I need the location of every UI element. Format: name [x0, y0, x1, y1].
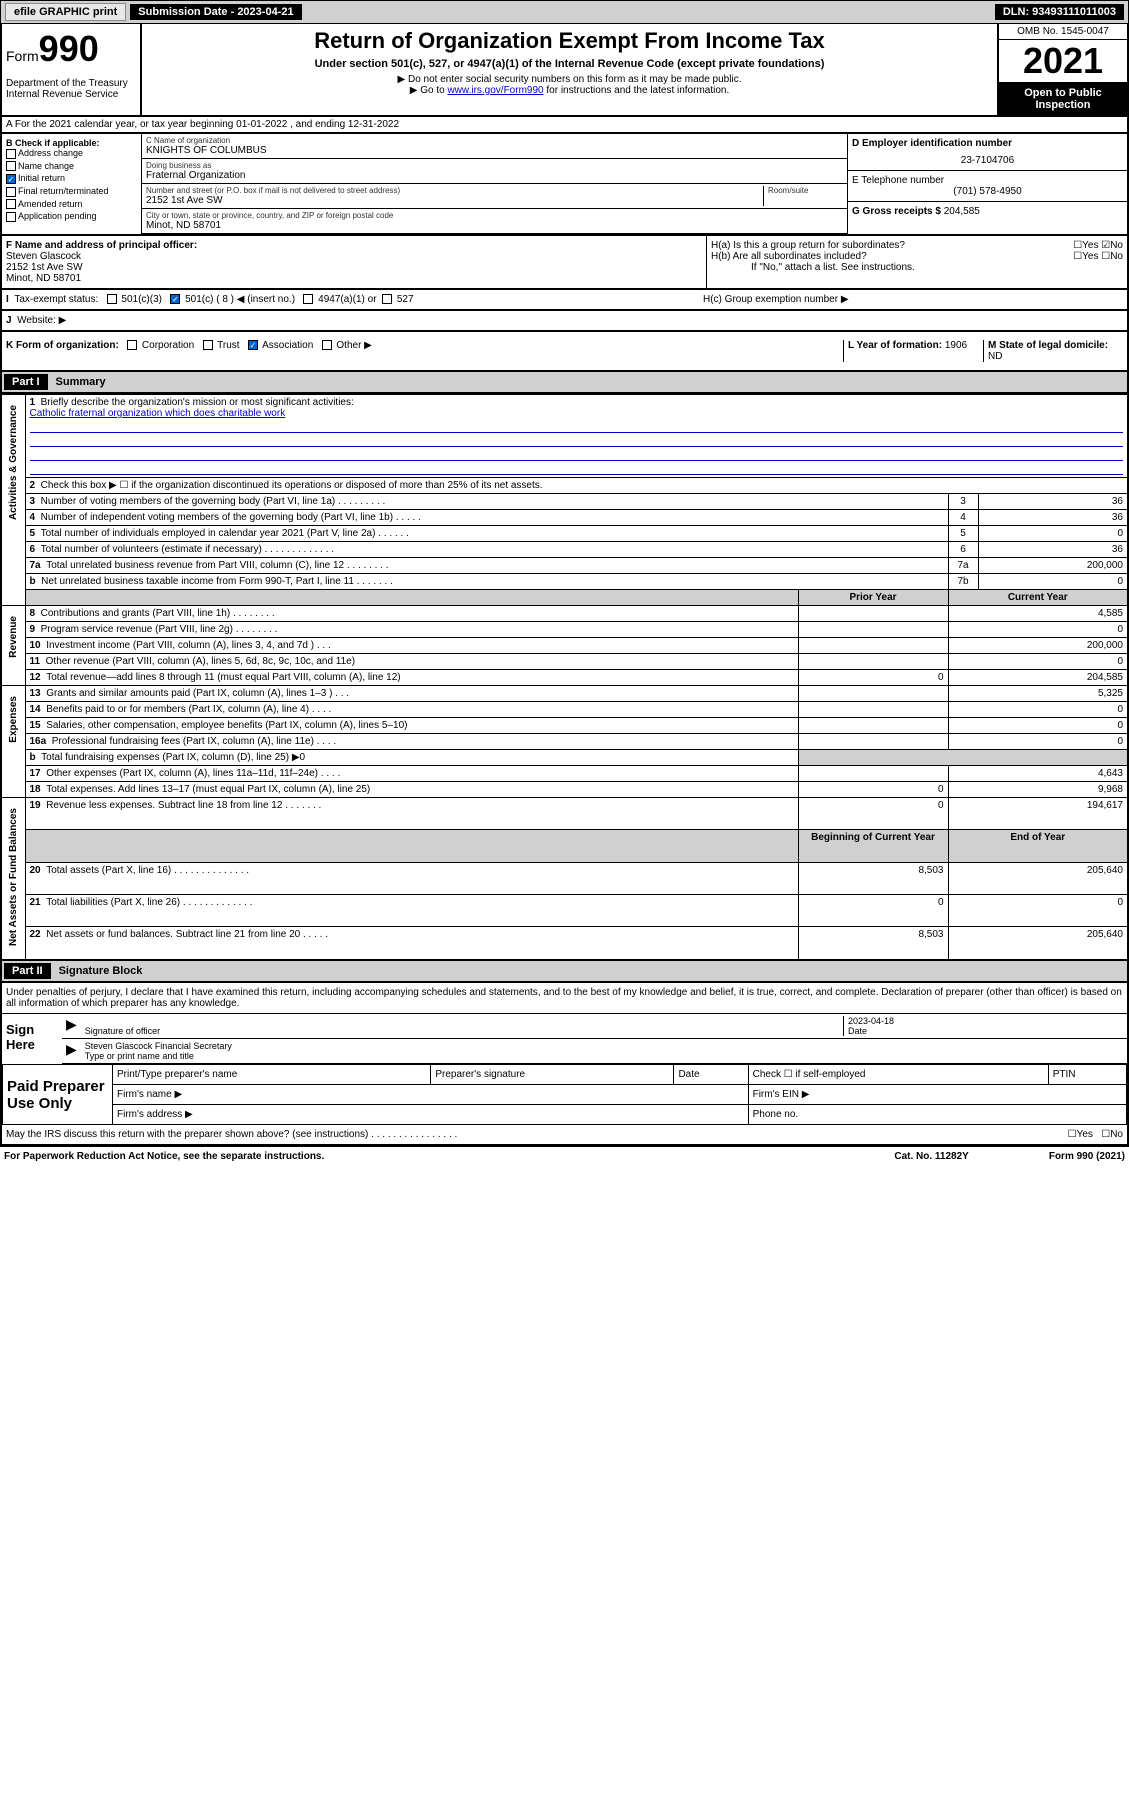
hb-note: If "No," attach a list. See instructions…	[711, 262, 1123, 273]
officer-name: Steven Glascock Financial Secretary	[85, 1041, 232, 1051]
box-b-title: B Check if applicable:	[6, 138, 137, 148]
summary-table: Activities & Governance 1 Briefly descri…	[0, 394, 1129, 961]
f-addr1: 2152 1st Ave SW	[6, 262, 702, 273]
line2-text: Check this box ▶ ☐ if the organization d…	[41, 480, 543, 491]
m-label: M State of legal domicile:	[988, 340, 1108, 351]
m-value: ND	[988, 351, 1002, 362]
irs-link[interactable]: www.irs.gov/Form990	[447, 85, 543, 96]
form-subtitle: Under section 501(c), 527, or 4947(a)(1)…	[146, 58, 993, 70]
hb-yn[interactable]: ☐Yes ☐No	[1073, 251, 1123, 262]
may-irs-text: May the IRS discuss this return with the…	[6, 1129, 457, 1140]
side-expenses: Expenses	[8, 688, 19, 751]
hb-label: H(b) Are all subordinates included?☐Yes …	[711, 251, 1123, 262]
phone-label: E Telephone number	[852, 175, 1123, 186]
ptin-label: PTIN	[1048, 1065, 1126, 1085]
f-addr2: Minot, ND 58701	[6, 273, 702, 284]
part2-header: Part IISignature Block	[0, 961, 1129, 983]
signature-block: Under penalties of perjury, I declare th…	[0, 983, 1129, 1146]
hc-label: H(c) Group exemption number ▶	[703, 294, 1123, 305]
dba-value: Fraternal Organization	[146, 170, 843, 181]
l-label: L Year of formation:	[848, 340, 942, 351]
firm-ein: Firm's EIN ▶	[748, 1085, 1126, 1105]
room-label: Room/suite	[768, 186, 843, 195]
efile-btn[interactable]: efile GRAPHIC print	[5, 3, 126, 21]
prep-sig-label: Preparer's signature	[431, 1065, 674, 1085]
prep-name-label: Print/Type preparer's name	[113, 1065, 431, 1085]
j-website: Website: ▶	[17, 315, 66, 326]
f-name: Steven Glascock	[6, 251, 702, 262]
side-revenue: Revenue	[8, 608, 19, 666]
paid-preparer-label: Paid Preparer Use Only	[3, 1065, 113, 1125]
top-bar: efile GRAPHIC print Submission Date - 20…	[0, 0, 1129, 24]
addr-value: 2152 1st Ave SW	[146, 195, 763, 206]
form-title: Return of Organization Exempt From Incom…	[146, 28, 993, 54]
side-netassets: Net Assets or Fund Balances	[8, 800, 19, 954]
footer-left: For Paperwork Reduction Act Notice, see …	[4, 1151, 324, 1162]
k-label: K Form of organization:	[6, 340, 119, 351]
gross-value: 204,585	[944, 206, 980, 217]
ein-value: 23-7104706	[852, 155, 1123, 166]
city-label: City or town, state or province, country…	[146, 211, 843, 220]
f-label: F Name and address of principal officer:	[6, 240, 702, 251]
ha-label: H(a) Is this a group return for subordin…	[711, 240, 1123, 251]
form-header: Form990 Department of the Treasury Inter…	[0, 24, 1129, 117]
chk-address[interactable]: Address change	[6, 148, 137, 159]
footer: For Paperwork Reduction Act Notice, see …	[0, 1146, 1129, 1166]
may-irs-yn[interactable]: ☐Yes ☐No	[1068, 1129, 1123, 1140]
part1-header: Part ISummary	[0, 372, 1129, 394]
phone-value: (701) 578-4950	[852, 186, 1123, 197]
dba-label: Doing business as	[146, 161, 843, 170]
ha-yn[interactable]: ☐Yes ☑No	[1073, 240, 1123, 251]
prep-date-label: Date	[674, 1065, 748, 1085]
firm-addr: Firm's address ▶	[113, 1105, 749, 1125]
chk-pending[interactable]: Application pending	[6, 211, 137, 222]
declaration-text: Under penalties of perjury, I declare th…	[2, 983, 1127, 1014]
org-name-label: C Name of organization	[146, 136, 843, 145]
sig-officer-label: Signature of officer	[85, 1026, 160, 1036]
chk-amended[interactable]: Amended return	[6, 199, 137, 210]
org-name: KNIGHTS OF COLUMBUS	[146, 145, 843, 156]
chk-final[interactable]: Final return/terminated	[6, 186, 137, 197]
ein-label: D Employer identification number	[852, 138, 1123, 149]
i-label: Tax-exempt status:	[14, 294, 98, 305]
open-inspection: Open to Public Inspection	[999, 83, 1127, 115]
gross-label: G Gross receipts $	[852, 206, 941, 217]
line1-text: Briefly describe the organization's miss…	[41, 397, 354, 408]
addr-label: Number and street (or P.O. box if mail i…	[146, 186, 763, 195]
city-value: Minot, ND 58701	[146, 220, 843, 231]
mission-link[interactable]: Catholic fraternal organization which do…	[30, 408, 286, 419]
submission-date: Submission Date - 2023-04-21	[130, 4, 301, 20]
omb-number: OMB No. 1545-0047	[999, 24, 1127, 40]
chk-initial[interactable]: Initial return	[6, 173, 137, 184]
firm-name: Firm's name ▶	[113, 1085, 749, 1105]
footer-form: Form 990 (2021)	[1049, 1151, 1125, 1162]
dln: DLN: 93493111011003	[995, 4, 1124, 20]
dept-label: Department of the Treasury Internal Reve…	[6, 78, 136, 100]
l-value: 1906	[945, 340, 967, 351]
note-2: ▶ Go to www.irs.gov/Form990 for instruct…	[146, 85, 993, 96]
chk-name[interactable]: Name change	[6, 161, 137, 172]
main-info-block: B Check if applicable: Address change Na…	[0, 134, 1129, 236]
note-1: ▶ Do not enter social security numbers o…	[146, 74, 993, 85]
form-label: Form	[6, 48, 39, 64]
prep-check[interactable]: Check ☐ if self-employed	[748, 1065, 1048, 1085]
sig-date: 2023-04-18	[848, 1016, 894, 1026]
firm-phone: Phone no.	[748, 1105, 1126, 1125]
footer-catno: Cat. No. 11282Y	[894, 1151, 968, 1162]
row-a-period: A For the 2021 calendar year, or tax yea…	[0, 117, 1129, 134]
sign-here-label: Sign Here	[2, 1014, 62, 1064]
form-number: 990	[39, 28, 99, 69]
tax-year: 2021	[999, 40, 1127, 83]
side-governance: Activities & Governance	[8, 397, 19, 528]
